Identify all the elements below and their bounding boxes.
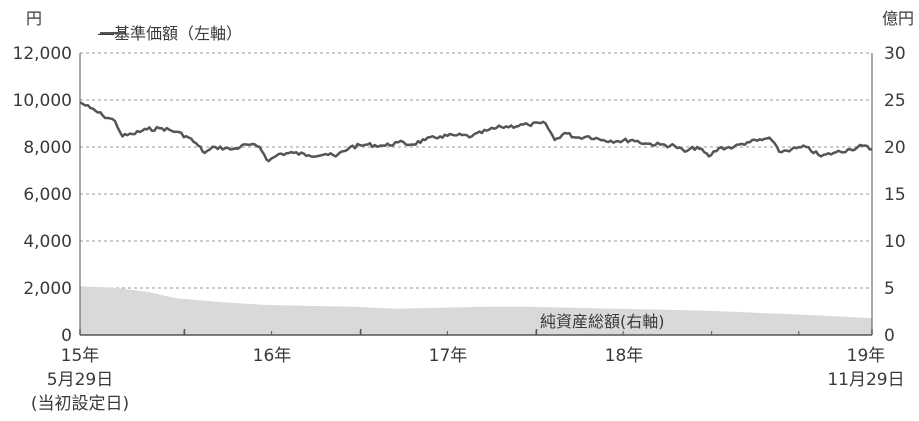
- right-tick-label: 5: [884, 279, 895, 299]
- x-tick-label: 18年: [605, 346, 644, 366]
- left-axis-unit: 円: [26, 9, 42, 28]
- left-tick-label: 10,000: [13, 91, 72, 111]
- left-tick-label: 8,000: [23, 138, 72, 158]
- grid-lines: [80, 52, 872, 289]
- left-tick-label: 0: [61, 326, 72, 346]
- left-tick-label: 12,000: [13, 44, 72, 64]
- nav-line: [79, 101, 873, 163]
- left-tick-label: 4,000: [23, 232, 72, 252]
- net-assets-area: [80, 286, 872, 335]
- x-axis-ticks: 15年 5月29日 (当初設定日) 16年 17年 18年 19年 11月29日: [31, 329, 905, 414]
- x-tick-label: (当初設定日): [31, 394, 129, 414]
- right-tick-label: 15: [884, 185, 906, 205]
- right-tick-label: 20: [884, 138, 906, 158]
- x-tick-label: 11月29日: [827, 370, 904, 390]
- right-tick-label: 30: [884, 44, 906, 64]
- right-tick-label: 25: [884, 91, 906, 111]
- x-tick-label: 5月29日: [47, 370, 113, 390]
- x-tick-label: 15年: [61, 346, 100, 366]
- left-tick-label: 6,000: [23, 185, 72, 205]
- net-assets-label: 純資産総額(右軸): [540, 312, 665, 331]
- right-tick-label: 10: [884, 232, 906, 252]
- x-tick-label: 19年: [847, 346, 886, 366]
- right-tick-label: 0: [884, 326, 895, 346]
- right-axis-unit: 億円: [882, 9, 914, 28]
- legend-nav: ―基準価額（左軸）: [98, 24, 242, 43]
- x-tick-label: 16年: [253, 346, 292, 366]
- left-axis-ticks: 12,000 10,000 8,000 6,000 4,000 2,000 0: [13, 44, 72, 346]
- left-tick-label: 2,000: [23, 279, 72, 299]
- x-tick-label: 17年: [429, 346, 468, 366]
- right-axis-ticks: 30 25 20 15 10 5 0: [884, 44, 906, 346]
